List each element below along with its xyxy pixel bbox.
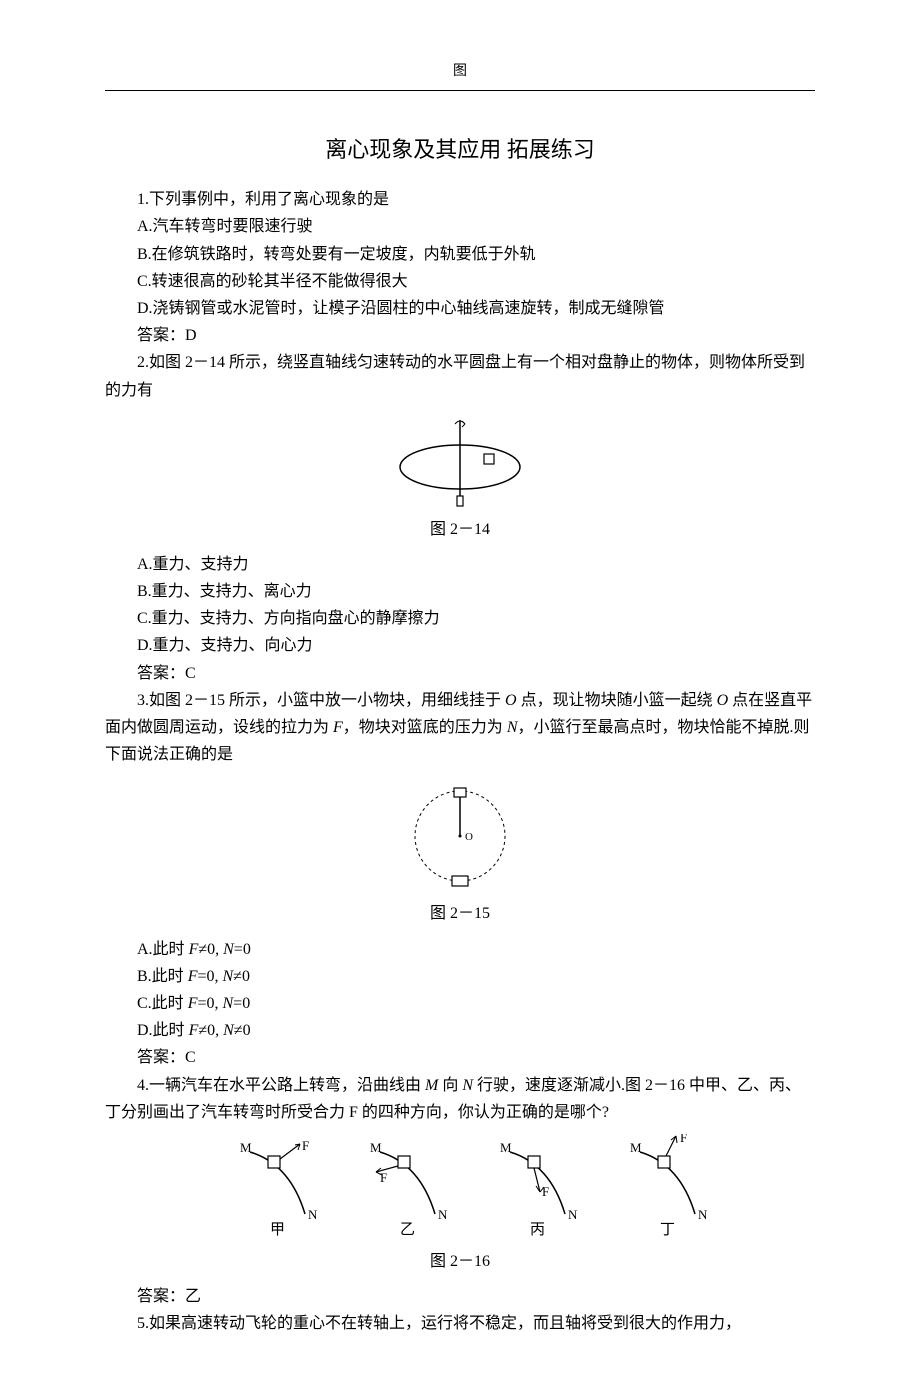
- q2-option-c: C.重力、支持力、方向指向盘心的静摩擦力: [105, 605, 815, 632]
- q3-option-b: B.此时 F=0, N≠0: [105, 963, 815, 990]
- q3-answer: 答案：C: [105, 1044, 815, 1071]
- q4-figure: M F N 甲 M F N 乙 M: [105, 1134, 815, 1275]
- q4-answer: 答案：乙: [105, 1283, 815, 1310]
- q1-option-a: A.汽车转弯时要限速行驶: [105, 213, 815, 240]
- q2-option-d: D.重力、支持力、向心力: [105, 632, 815, 659]
- q3-option-a: A.此时 F≠0, N=0: [105, 936, 815, 963]
- q1-option-c: C.转速很高的砂轮其半径不能做得很大: [105, 268, 815, 295]
- q3-label-o: O: [465, 831, 473, 843]
- svg-text:M: M: [370, 1140, 382, 1155]
- q1-answer: 答案：D: [105, 322, 815, 349]
- q2-option-a: A.重力、支持力: [105, 551, 815, 578]
- q1-option-b: B.在修筑铁路时，转弯处要有一定坡度，内轨要低于外轨: [105, 241, 815, 268]
- svg-text:N: N: [308, 1207, 318, 1222]
- svg-text:F: F: [380, 1170, 387, 1185]
- page-header: 图: [105, 60, 815, 91]
- svg-text:F: F: [302, 1138, 309, 1153]
- q2-figure: 图 2－14: [105, 412, 815, 543]
- svg-text:丙: 丙: [530, 1222, 545, 1238]
- q1-option-d: D.浇铸钢管或水泥管时，让模子沿圆柱的中心轴线高速旋转，制成无缝隙管: [105, 295, 815, 322]
- q5-stem: 5.如果高速转动飞轮的重心不在转轴上，运行将不稳定，而且轴将受到很大的作用力，: [105, 1310, 815, 1337]
- svg-text:M: M: [630, 1140, 642, 1155]
- svg-text:M: M: [500, 1140, 512, 1155]
- svg-text:N: N: [698, 1207, 708, 1222]
- q2-answer: 答案：C: [105, 660, 815, 687]
- svg-text:F: F: [542, 1184, 549, 1199]
- svg-text:M: M: [240, 1140, 252, 1155]
- q2-stem: 2.如图 2－14 所示，绕竖直轴线匀速转动的水平圆盘上有一个相对盘静止的物体，…: [105, 349, 815, 403]
- page-title: 离心现象及其应用 拓展练习: [105, 131, 815, 168]
- q3-option-d: D.此时 F≠0, N≠0: [105, 1017, 815, 1044]
- svg-text:N: N: [568, 1207, 578, 1222]
- svg-text:丁: 丁: [660, 1222, 675, 1238]
- q2-figure-caption: 图 2－14: [105, 516, 815, 543]
- svg-text:N: N: [438, 1207, 448, 1222]
- q3-option-c: C.此时 F=0, N=0: [105, 990, 815, 1017]
- q3-figure-caption: 图 2－15: [105, 900, 815, 927]
- q4-stem: 4.一辆汽车在水平公路上转弯，沿曲线由 M 向 N 行驶，速度逐渐减小.图 2－…: [105, 1072, 815, 1126]
- q4-figure-caption: 图 2－16: [105, 1248, 815, 1275]
- q3-stem: 3.如图 2－15 所示，小篮中放一小物块，用细线挂于 O 点，现让物块随小篮一…: [105, 687, 815, 769]
- svg-text:F: F: [680, 1134, 687, 1145]
- q3-figure: O 图 2－15: [105, 776, 815, 927]
- q1-stem: 1.下列事例中，利用了离心现象的是: [105, 186, 815, 213]
- svg-text:乙: 乙: [400, 1222, 415, 1238]
- svg-text:甲: 甲: [270, 1222, 285, 1238]
- q2-option-b: B.重力、支持力、离心力: [105, 578, 815, 605]
